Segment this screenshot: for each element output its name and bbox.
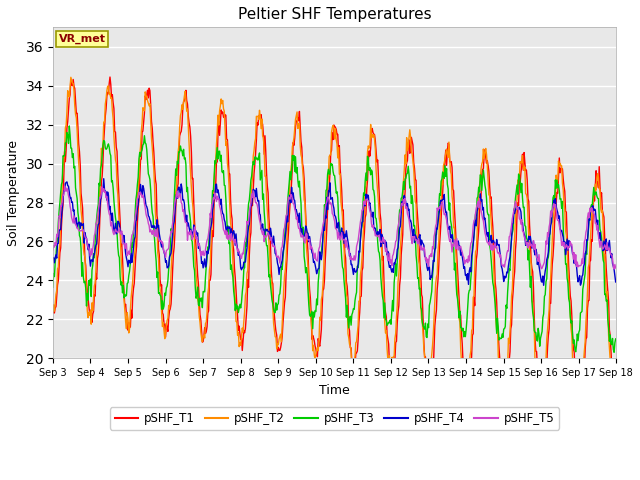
pSHF_T2	[59, 166, 67, 171]
pSHF_T1	[59, 202, 67, 207]
pSHF_T2	[118, 264, 125, 270]
pSHF_T1	[106, 74, 114, 80]
pSHF_T5	[404, 211, 412, 217]
Y-axis label: Soil Temperature: Soil Temperature	[7, 140, 20, 246]
pSHF_T5	[205, 230, 212, 236]
Line: pSHF_T5: pSHF_T5	[53, 186, 616, 269]
pSHF_T5	[175, 194, 182, 200]
pSHF_T2	[404, 148, 412, 154]
pSHF_T5	[49, 247, 57, 253]
pSHF_T3	[420, 324, 428, 330]
pSHF_T3	[65, 123, 73, 129]
pSHF_T1	[404, 157, 412, 163]
pSHF_T3	[59, 153, 67, 159]
pSHF_T3	[205, 246, 212, 252]
pSHF_T2	[49, 310, 57, 315]
pSHF_T2	[205, 284, 212, 290]
pSHF_T4	[175, 184, 182, 190]
pSHF_T4	[59, 196, 67, 202]
pSHF_T3	[49, 284, 57, 290]
pSHF_T5	[420, 245, 428, 251]
Line: pSHF_T3: pSHF_T3	[53, 126, 616, 352]
pSHF_T2	[420, 346, 428, 352]
Line: pSHF_T4: pSHF_T4	[53, 179, 616, 285]
pSHF_T4	[540, 282, 547, 288]
pSHF_T3	[118, 279, 125, 285]
pSHF_T5	[59, 192, 67, 198]
pSHF_T5	[61, 183, 68, 189]
pSHF_T4	[612, 279, 620, 285]
pSHF_T1	[576, 410, 584, 416]
Legend: pSHF_T1, pSHF_T2, pSHF_T3, pSHF_T4, pSHF_T5: pSHF_T1, pSHF_T2, pSHF_T3, pSHF_T4, pSHF…	[110, 407, 559, 430]
X-axis label: Time: Time	[319, 384, 350, 396]
pSHF_T5	[611, 266, 618, 272]
pSHF_T3	[175, 149, 182, 155]
Title: Peltier SHF Temperatures: Peltier SHF Temperatures	[237, 7, 431, 22]
pSHF_T4	[118, 231, 125, 237]
pSHF_T1	[205, 308, 212, 314]
pSHF_T3	[404, 170, 412, 176]
pSHF_T1	[612, 410, 620, 416]
pSHF_T2	[612, 408, 620, 414]
pSHF_T1	[118, 241, 125, 247]
Line: pSHF_T1: pSHF_T1	[53, 77, 616, 413]
Text: VR_met: VR_met	[58, 34, 106, 45]
pSHF_T4	[420, 242, 428, 248]
pSHF_T4	[49, 255, 57, 261]
pSHF_T3	[612, 336, 620, 342]
pSHF_T5	[612, 265, 620, 271]
pSHF_T1	[175, 153, 182, 159]
pSHF_T2	[175, 143, 182, 148]
Line: pSHF_T2: pSHF_T2	[53, 77, 616, 411]
pSHF_T4	[100, 176, 108, 181]
pSHF_T1	[420, 340, 428, 346]
pSHF_T5	[118, 228, 125, 234]
pSHF_T3	[611, 349, 618, 355]
pSHF_T1	[49, 306, 57, 312]
pSHF_T4	[205, 247, 212, 253]
pSHF_T2	[67, 74, 75, 80]
pSHF_T4	[404, 201, 412, 206]
